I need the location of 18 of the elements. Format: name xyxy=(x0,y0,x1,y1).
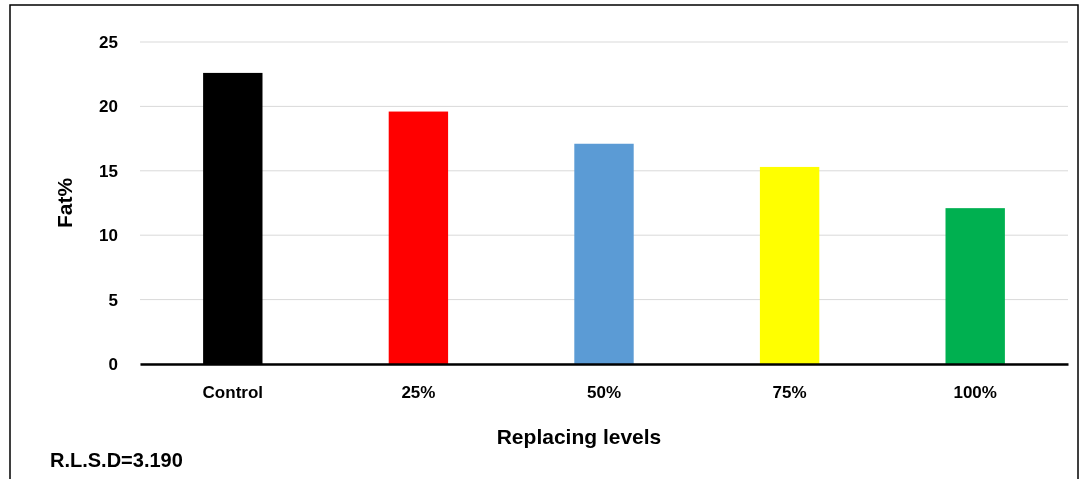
text: R.L.S.D=3.190 xyxy=(50,449,183,471)
y-tick-label: 20 xyxy=(99,97,118,117)
x-tick-label: Control xyxy=(202,383,264,403)
x-tick-label: 75% xyxy=(772,383,807,403)
bar xyxy=(759,166,820,364)
x-tick-label: 50% xyxy=(586,383,622,403)
bar xyxy=(574,143,634,364)
y-axis-title: Fat% xyxy=(53,177,76,229)
x-axis-title: Replacing levels xyxy=(496,425,662,448)
y-tick-label: 0 xyxy=(108,354,118,374)
bar xyxy=(388,111,449,364)
y-tick-label: 15 xyxy=(99,161,118,181)
x-tick-label: 25% xyxy=(401,383,436,403)
x-tick-label: 100% xyxy=(953,383,997,403)
y-tick-label: 10 xyxy=(99,226,118,246)
bar xyxy=(945,208,1005,364)
y-tick-label: 25 xyxy=(99,32,118,52)
y-tick-label: 5 xyxy=(108,290,118,310)
